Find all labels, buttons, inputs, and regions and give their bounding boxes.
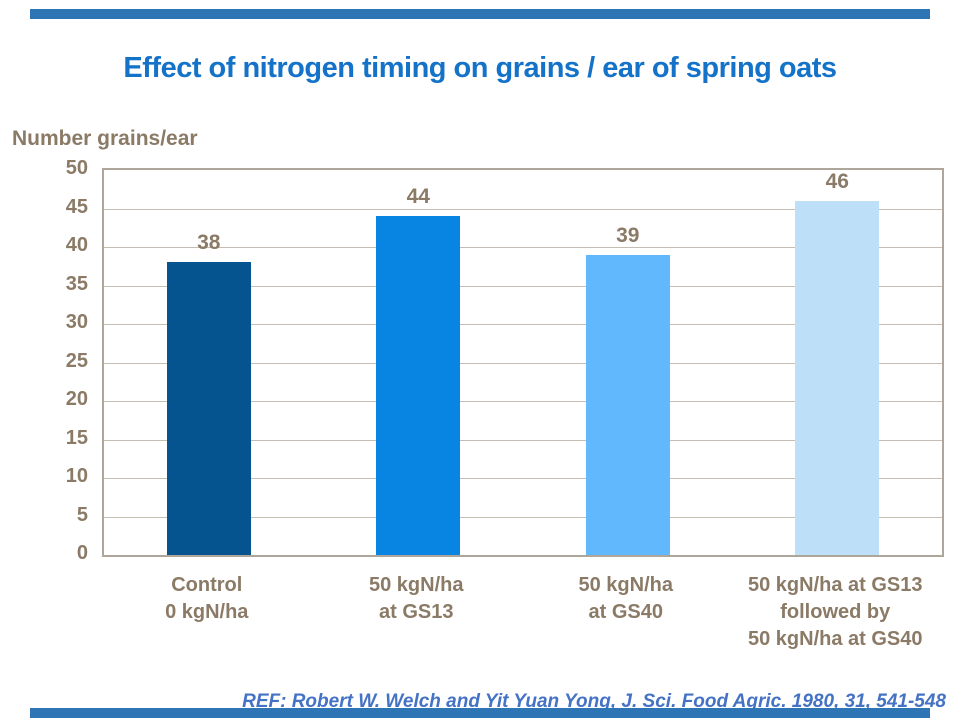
y-tick-label: 0 — [76, 542, 88, 564]
top-accent-bar — [30, 9, 930, 19]
x-axis-label: 50 kgN/ha at GS13 followed by 50 kgN/ha at… — [747, 574, 923, 650]
x-axis-label: Control 0 kgN/ha — [165, 574, 249, 623]
y-tick-label: 40 — [65, 234, 88, 256]
bar-value-label: 44 — [406, 185, 430, 209]
bar — [376, 216, 461, 555]
page-title: Effect of nitrogen timing on grains / ea… — [123, 52, 837, 84]
gridline — [104, 478, 942, 479]
y-tick-label: 45 — [65, 195, 88, 218]
y-tick-label: 25 — [65, 349, 88, 372]
bar — [795, 200, 880, 555]
reference-text: REF: Robert W. Welch and Yit Yuan Yong, … — [242, 691, 946, 712]
gridline — [104, 362, 942, 364]
y-axis-title: Number grains/ear — [12, 127, 198, 150]
gridline — [104, 516, 942, 518]
gridline — [104, 401, 942, 402]
y-axis-tick-labels: 50 45 40 35 30 25 20 15 10 5 0 — [0, 0, 88, 720]
gridline — [104, 324, 942, 325]
bar-value-label: 46 — [825, 169, 849, 193]
y-tick-label: 35 — [65, 272, 88, 295]
y-tick-label: 20 — [65, 388, 88, 410]
y-tick-label: 10 — [65, 465, 88, 487]
bar — [166, 262, 251, 555]
x-axis-label: 50 kgN/ha at GS40 — [578, 574, 673, 623]
gridline — [104, 439, 942, 441]
y-tick-label: 15 — [65, 426, 88, 449]
gridline — [104, 247, 942, 248]
gridline — [104, 208, 942, 210]
bar-value-label: 38 — [197, 231, 221, 255]
chart-plot-area: 38 44 39 46 — [102, 168, 944, 557]
bottom-accent-bar — [30, 708, 930, 718]
bar-value-label: 39 — [616, 223, 640, 247]
gridline — [104, 285, 942, 287]
x-axis-label: 50 kgN/ha at GS13 — [369, 574, 464, 623]
y-tick-label: 50 — [65, 157, 88, 179]
bar — [585, 254, 670, 555]
y-tick-label: 30 — [65, 311, 88, 333]
y-tick-label: 5 — [76, 503, 88, 526]
